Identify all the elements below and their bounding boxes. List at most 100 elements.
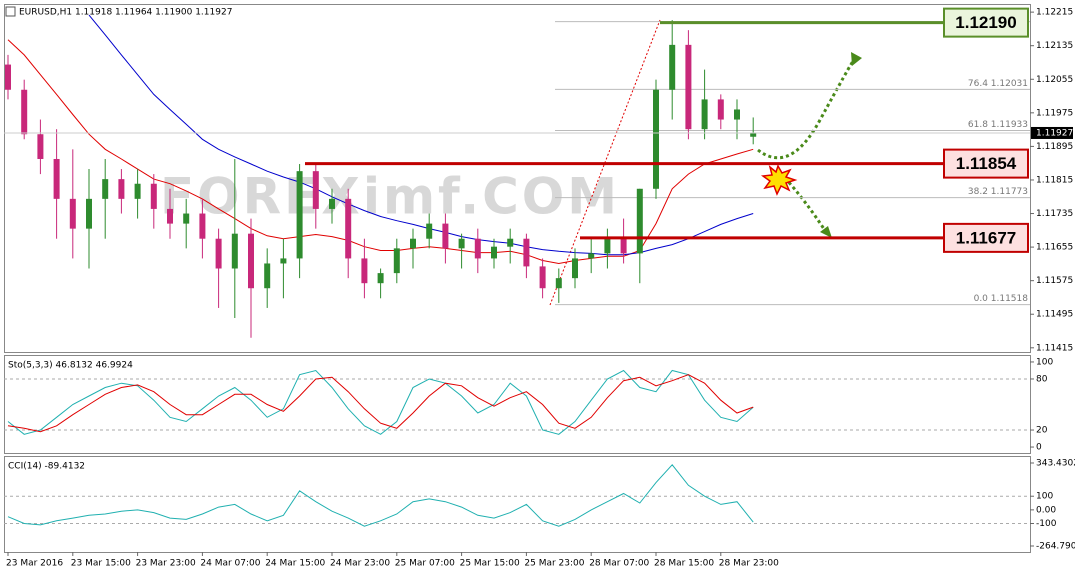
level-label: 1.11677: [956, 228, 1017, 247]
candle-body: [199, 213, 206, 239]
candle-body: [53, 158, 60, 199]
stochastic-panel: [4, 355, 1031, 454]
y-tick-label: 0.00: [1036, 505, 1056, 515]
candle-body: [539, 266, 546, 289]
down-arrow: [783, 176, 828, 233]
level-box: [943, 222, 1029, 253]
y-tick-label: 1.12135: [1036, 41, 1073, 51]
y-tick-label: -100: [1036, 519, 1057, 529]
current-price-label: 1.11927: [1036, 128, 1073, 138]
fibo-label: 38.2 1.11773: [968, 187, 1028, 197]
candle-body: [491, 246, 497, 259]
level-label: 1.11854: [956, 154, 1017, 173]
candle-body: [474, 238, 481, 259]
candle-body: [701, 99, 708, 130]
candle-body: [69, 198, 76, 229]
candle-body: [620, 238, 627, 254]
candle-body: [150, 183, 157, 209]
y-tick-label: 80: [1036, 374, 1048, 384]
main-panel: [4, 4, 1031, 353]
candle-body: [442, 223, 449, 249]
x-tick-label: 25 Mar 15:00: [460, 559, 520, 569]
up-arrow-head: [851, 52, 862, 66]
x-tick-label: 28 Mar 07:00: [589, 559, 649, 569]
cci-title: CCI(14) -89.4132: [8, 462, 85, 472]
candle-body: [458, 238, 465, 249]
candle-body: [750, 132, 757, 137]
y-tick-label: 1.11575: [1036, 276, 1073, 286]
x-tick-label: 24 Mar 23:00: [330, 559, 390, 569]
cci-panel: [4, 456, 1031, 553]
watermark: FOREXimf.COM: [160, 168, 620, 226]
candle-body: [410, 238, 416, 249]
candle-body: [653, 89, 659, 189]
candle-body: [183, 213, 190, 224]
x-tick-label: 25 Mar 23:00: [524, 559, 584, 569]
fibo-label: 61.8 1.11933: [968, 120, 1028, 130]
y-tick-label: 1.11895: [1036, 142, 1073, 152]
down-arrow-head: [820, 226, 832, 238]
candle-body: [588, 253, 595, 259]
candle-body: [215, 238, 222, 269]
current-price-box: [1031, 126, 1073, 139]
y-tick-label: 0: [1036, 443, 1042, 453]
candle-body: [296, 171, 303, 259]
indicator-line: [7, 464, 754, 527]
x-tick-label: 28 Mar 15:00: [654, 559, 714, 569]
candle-body: [555, 278, 562, 289]
candle-body: [523, 238, 530, 267]
candle-body: [361, 258, 368, 284]
candle-body: [5, 64, 11, 90]
level-box: [943, 148, 1029, 179]
candle-body: [280, 258, 287, 264]
indicator-line: [7, 374, 754, 433]
candle-body: [717, 99, 724, 120]
x-tick-label: 23 Mar 23:00: [136, 559, 196, 569]
stochastic-title: Sto(5,3,3) 46.8132 46.9924: [8, 361, 133, 371]
candle-body: [102, 179, 109, 199]
symbol-icon: [5, 6, 16, 17]
candle-body: [377, 273, 384, 284]
candle-body: [604, 238, 611, 254]
y-tick-label: 1.11495: [1036, 310, 1073, 320]
y-tick-label: 100: [1036, 492, 1053, 502]
indicator-line: [7, 369, 754, 435]
y-tick-label: 1.11655: [1036, 243, 1073, 253]
level-box: [943, 7, 1029, 38]
candle-body: [37, 134, 44, 159]
candle-body: [264, 263, 271, 289]
candle-body: [329, 198, 335, 209]
x-tick-label: 28 Mar 23:00: [719, 559, 779, 569]
y-tick-label: 1.12215: [1036, 8, 1073, 18]
y-tick-label: 1.11735: [1036, 209, 1073, 219]
y-tick-label: 343.4302: [1036, 459, 1075, 469]
x-tick-label: 23 Mar 2016: [6, 559, 63, 569]
candle-body: [231, 233, 238, 269]
candle-body: [134, 183, 141, 199]
up-arrow: [757, 57, 857, 160]
candle-body: [636, 188, 643, 254]
candle-body: [248, 233, 254, 289]
x-tick-label: 24 Mar 07:00: [200, 559, 260, 569]
candle-body: [572, 258, 578, 279]
chart-title: EURUSD,H1 1.11918 1.11964 1.11900 1.1192…: [19, 8, 232, 18]
candle-body: [86, 198, 92, 229]
candle-body: [426, 223, 433, 239]
y-tick-label: 1.11415: [1036, 343, 1073, 353]
y-tick-label: -264.7906: [1036, 542, 1075, 552]
y-tick-label: 20: [1036, 426, 1048, 436]
candle-body: [734, 109, 740, 120]
x-tick-label: 24 Mar 15:00: [265, 559, 325, 569]
y-tick-label: 1.11975: [1036, 108, 1073, 118]
candle-body: [312, 171, 319, 209]
x-tick-label: 23 Mar 15:00: [71, 559, 131, 569]
candle-body: [167, 208, 173, 224]
breakout-icon: [760, 164, 798, 196]
candle-body: [393, 248, 400, 274]
y-tick-label: 100: [1036, 357, 1053, 367]
candle-body: [669, 44, 676, 90]
y-tick-label: 1.12055: [1036, 75, 1073, 85]
candle-body: [685, 44, 692, 130]
candle-body: [507, 238, 514, 247]
